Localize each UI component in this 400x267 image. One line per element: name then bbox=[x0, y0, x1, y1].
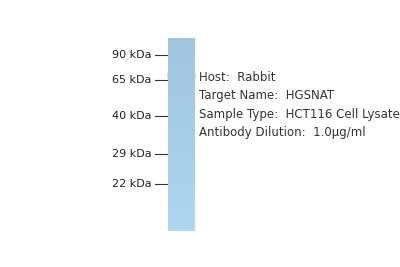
Text: 65 kDa: 65 kDa bbox=[112, 75, 152, 85]
Text: 29 kDa: 29 kDa bbox=[112, 149, 152, 159]
Text: Sample Type:  HCT116 Cell Lysate: Sample Type: HCT116 Cell Lysate bbox=[199, 108, 400, 121]
Text: 40 kDa: 40 kDa bbox=[112, 112, 152, 121]
Text: Host:  Rabbit: Host: Rabbit bbox=[199, 71, 275, 84]
Text: 90 kDa: 90 kDa bbox=[112, 50, 152, 60]
Text: 22 kDa: 22 kDa bbox=[112, 179, 152, 189]
Text: Target Name:  HGSNAT: Target Name: HGSNAT bbox=[199, 89, 334, 102]
Bar bbox=[168, 72, 194, 78]
Text: Antibody Dilution:  1.0μg/ml: Antibody Dilution: 1.0μg/ml bbox=[199, 126, 366, 139]
